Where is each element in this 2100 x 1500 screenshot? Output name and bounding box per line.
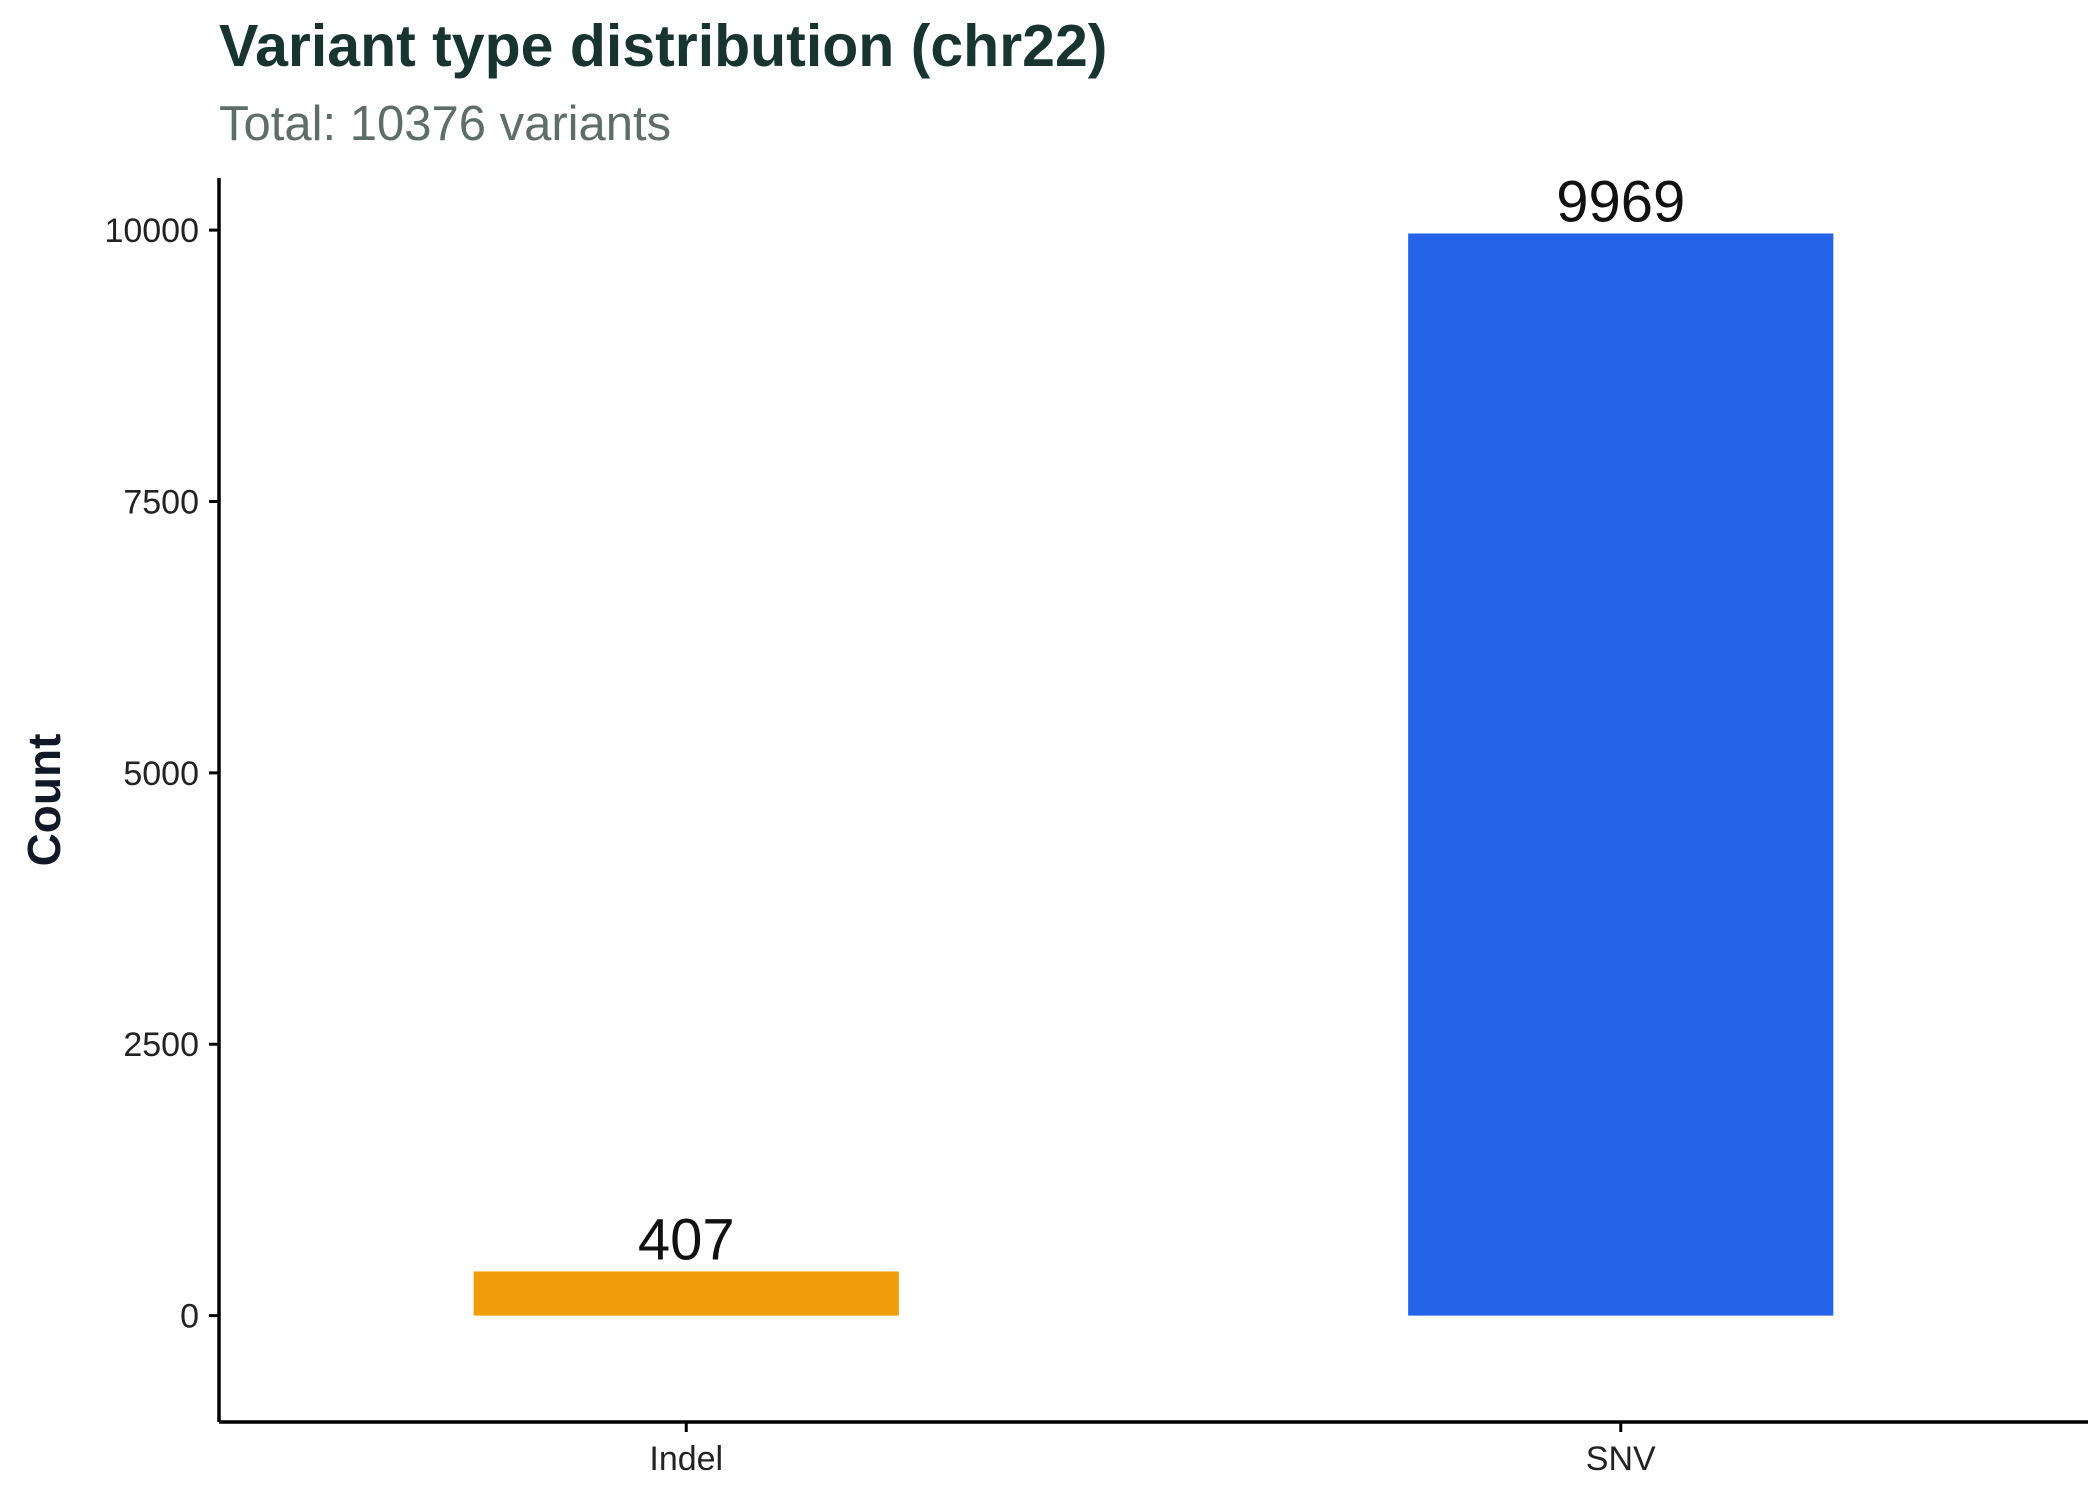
y-tick-label: 0 bbox=[180, 1298, 199, 1336]
x-tick-label-snv: SNV bbox=[1586, 1440, 1656, 1478]
chart-subtitle: Total: 10376 variants bbox=[219, 97, 672, 151]
y-tick-label: 2500 bbox=[123, 1026, 199, 1064]
x-tick-label-indel: Indel bbox=[649, 1440, 723, 1478]
x-axis: Indel SNV bbox=[219, 1420, 2088, 1478]
bar-snv bbox=[1408, 233, 1834, 1316]
chart-title: Variant type distribution (chr22) bbox=[219, 13, 1108, 79]
data-labels-layer: 407 9969 bbox=[638, 169, 1685, 1272]
bars-layer bbox=[473, 233, 1834, 1316]
data-label-indel: 407 bbox=[638, 1207, 735, 1272]
y-axis: 0 2500 5000 7500 10000 bbox=[104, 178, 221, 1422]
data-label-snv: 9969 bbox=[1556, 169, 1685, 234]
y-tick-label: 5000 bbox=[123, 755, 199, 793]
y-tick-label: 10000 bbox=[104, 212, 199, 250]
y-tick-label: 7500 bbox=[123, 483, 199, 521]
bar-indel bbox=[473, 1271, 899, 1316]
y-axis-title: Count bbox=[18, 734, 70, 867]
